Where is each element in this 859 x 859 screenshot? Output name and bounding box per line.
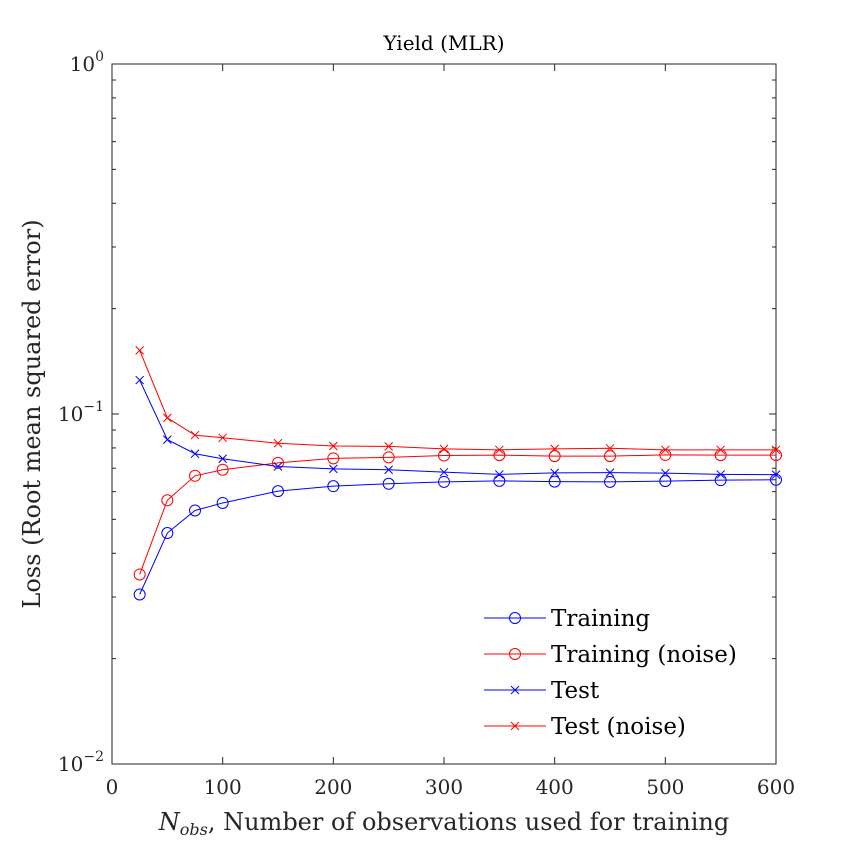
series-line <box>139 350 776 451</box>
data-point <box>133 588 146 601</box>
data-point <box>438 475 450 488</box>
data-point <box>328 464 338 474</box>
series-line <box>139 479 777 595</box>
data-point <box>328 441 338 451</box>
data-point <box>605 468 615 477</box>
data-point <box>382 477 395 490</box>
series-line <box>139 454 776 575</box>
data-point <box>273 438 283 448</box>
y-tick-label: 10−1 <box>58 399 104 426</box>
x-axis-label-symbol: N <box>158 808 181 836</box>
legend-entry: Test <box>484 678 600 704</box>
series-1 <box>133 448 782 581</box>
x-tick-labels: 0 100 200 300 400 500 600 <box>106 775 795 799</box>
data-point <box>189 469 201 482</box>
chart-title: Yield (MLR) <box>382 31 504 55</box>
series-0 <box>133 473 782 601</box>
x-tick-label: 500 <box>646 775 684 799</box>
data-point <box>550 444 560 454</box>
data-point <box>327 480 340 493</box>
legend-label: Training <box>551 606 650 632</box>
data-point <box>438 449 450 462</box>
legend-marker <box>510 685 520 695</box>
series-3 <box>135 346 781 455</box>
data-point <box>161 494 174 507</box>
data-point <box>660 468 670 478</box>
data-point <box>605 443 615 453</box>
data-point <box>716 470 726 479</box>
x-axis-label-subscript: obs <box>180 820 208 839</box>
data-point <box>135 375 145 385</box>
data-point <box>659 475 672 488</box>
data-point <box>548 475 561 488</box>
data-point <box>494 445 504 455</box>
x-tick-label: 100 <box>204 775 242 799</box>
legend: Training Training (noise) Test Test (noise) <box>484 606 737 740</box>
plot-area <box>111 63 777 765</box>
data-point <box>660 445 670 455</box>
data-point <box>273 462 283 471</box>
data-point <box>218 454 228 464</box>
data-point <box>216 463 229 476</box>
data-point <box>771 445 781 455</box>
y-tick-labels: 10−2 10−1 100 <box>58 49 104 776</box>
legend-label: Test <box>551 678 600 704</box>
y-tick-label: 10−2 <box>58 749 104 776</box>
data-point <box>133 568 146 581</box>
data-point <box>162 435 172 444</box>
data-point <box>384 465 394 475</box>
data-point <box>216 496 229 509</box>
data-point <box>604 475 616 488</box>
x-tick-label: 400 <box>536 775 574 799</box>
legend-marker <box>509 612 521 624</box>
series-layer <box>133 346 782 601</box>
x-axis-label: Nobs, Number of observations used for tr… <box>158 808 730 839</box>
x-tick-label: 600 <box>757 775 795 799</box>
data-point <box>548 450 561 463</box>
data-point <box>190 430 200 440</box>
legend-marker <box>510 721 520 731</box>
data-point <box>135 346 145 355</box>
y-axis-label: Loss (Root mean squared error) <box>18 219 46 608</box>
data-point <box>493 474 506 487</box>
legend-marker <box>509 648 521 660</box>
data-point <box>161 527 174 540</box>
x-tick-label: 200 <box>314 775 352 799</box>
series-line <box>139 379 777 476</box>
data-point <box>384 442 394 451</box>
data-point <box>272 485 284 498</box>
legend-entry: Training (noise) <box>484 642 737 668</box>
legend-label: Test (noise) <box>551 714 686 740</box>
data-point <box>604 450 616 463</box>
data-point <box>771 470 781 480</box>
y-tick-label: 100 <box>70 49 104 76</box>
legend-label: Training (noise) <box>551 642 737 668</box>
data-point <box>382 451 395 464</box>
x-axis-label-text: , Number of observations used for traini… <box>208 808 729 836</box>
data-point <box>439 444 449 454</box>
data-point <box>190 449 200 459</box>
legend-entry: Training <box>484 606 650 632</box>
data-point <box>162 413 172 423</box>
data-point <box>716 445 726 455</box>
x-tick-label: 300 <box>425 775 463 799</box>
data-point <box>189 504 201 517</box>
data-point <box>327 452 340 465</box>
series-2 <box>135 375 781 480</box>
data-point <box>494 470 504 479</box>
x-tick-label: 0 <box>106 775 119 799</box>
data-point <box>272 456 284 469</box>
data-point <box>550 468 560 478</box>
data-point <box>439 467 449 477</box>
legend-entry: Test (noise) <box>484 714 686 740</box>
data-point <box>218 433 228 443</box>
